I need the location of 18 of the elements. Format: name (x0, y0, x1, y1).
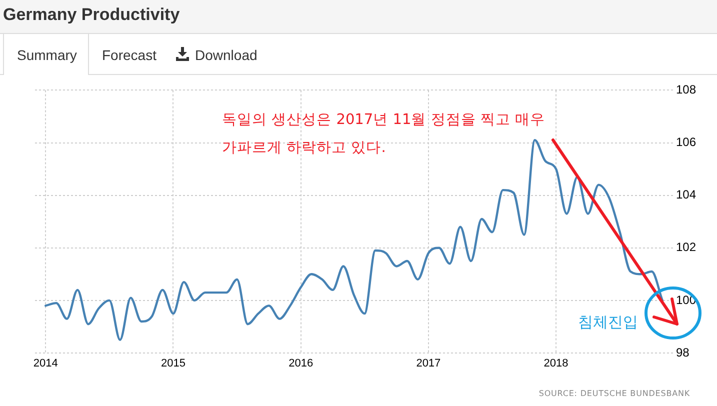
x-tick-label: 2018 (544, 358, 568, 370)
x-tick-label: 2016 (288, 358, 314, 370)
y-tick-label: 108 (676, 82, 696, 97)
x-tick-label: 2017 (416, 358, 441, 370)
y-tick-label: 104 (676, 188, 696, 202)
text: Forecast (102, 47, 156, 63)
x-tick-label: 2014 (33, 358, 58, 370)
chart-title: Germany Productivity (3, 5, 180, 25)
y-tick-label: 98 (676, 345, 690, 360)
x-tick-label: 2015 (160, 358, 186, 370)
text: Download (195, 47, 258, 63)
y-tick-label: 106 (676, 135, 696, 150)
text: Summary (17, 47, 77, 63)
source-note: SOURCE: DEUTSCHE BUNDESBANK (538, 389, 690, 399)
line-series (44, 139, 664, 341)
annotation: 침체진입 (578, 312, 639, 332)
y-tick-label: 102 (676, 240, 696, 254)
annotation: 독일의 생산성은 2017년 11월 정점을 찍고 매우 가파르게 하락하고 있다. (222, 111, 546, 158)
